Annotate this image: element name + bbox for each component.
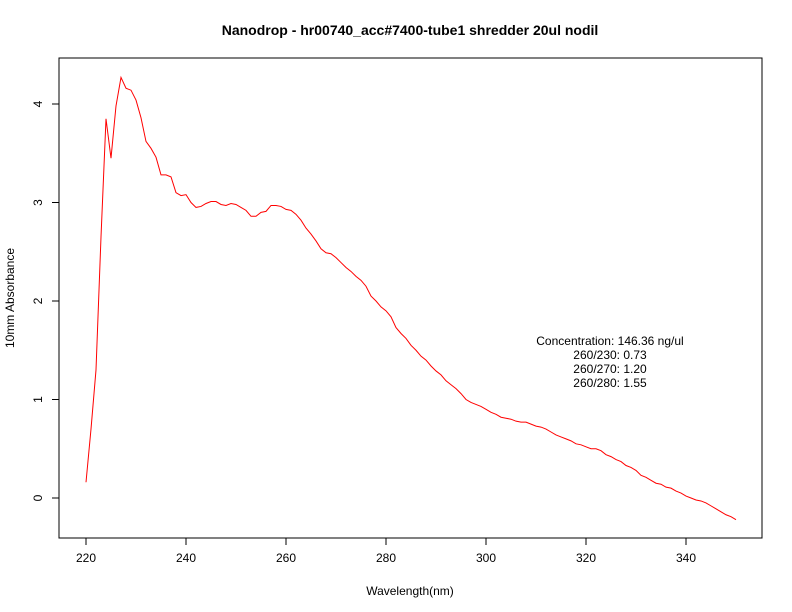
- y-tick-label: 1: [31, 396, 45, 403]
- annotation-ratio-260-230: 260/230: 0.73: [573, 348, 647, 362]
- y-axis: 0 1 2 3 4: [31, 100, 60, 501]
- annotation-ratio-260-280: 260/280: 1.55: [573, 376, 647, 390]
- absorbance-series-line: [85, 75, 737, 521]
- x-tick-label: 260: [276, 551, 296, 565]
- x-tick-label: 220: [76, 551, 96, 565]
- x-axis: 220 240 260 280 300 320 340: [76, 537, 696, 565]
- y-tick-label: 3: [31, 199, 45, 206]
- x-tick-label: 300: [476, 551, 496, 565]
- y-tick-label: 2: [31, 297, 45, 304]
- chart-title: Nanodrop - hr00740_acc#7400-tube1 shredd…: [222, 22, 599, 38]
- x-tick-label: 240: [176, 551, 196, 565]
- annotation-concentration: Concentration: 146.36 ng/ul: [536, 334, 683, 348]
- x-tick-label: 320: [576, 551, 596, 565]
- x-tick-label: 280: [376, 551, 396, 565]
- y-tick-label: 4: [31, 100, 45, 107]
- y-axis-label: 10mm Absorbance: [3, 248, 17, 348]
- y-tick-label: 0: [31, 494, 45, 501]
- annotation-ratio-260-270: 260/270: 1.20: [573, 362, 647, 376]
- x-tick-label: 340: [676, 551, 696, 565]
- x-axis-label: Wavelength(nm): [366, 584, 454, 598]
